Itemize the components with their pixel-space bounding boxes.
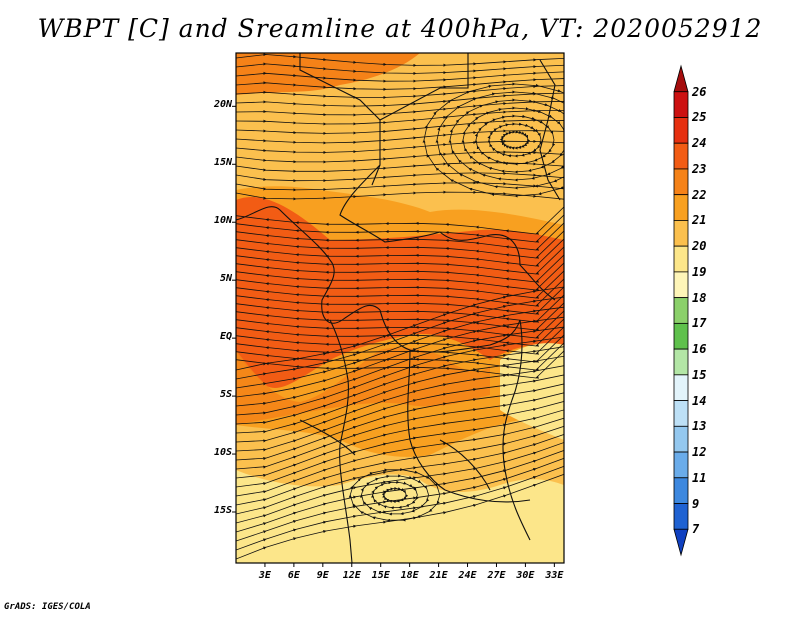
colorbar-segment [673,117,689,144]
credit-text: GrADS: IGES/COLA [4,602,91,612]
lon-label: 3E [258,570,271,581]
colorbar-label: 19 [692,264,707,279]
colorbar-label: 9 [692,496,700,511]
colorbar-label: 25 [692,110,707,125]
colorbar-label: 11 [692,470,707,485]
colorbar-segment [673,400,689,427]
map-plot-area [236,53,564,563]
colorbar-label: 17 [692,316,707,331]
colorbar-segment [673,220,689,247]
streamlines [236,53,564,560]
lat-label: 20N [213,99,232,111]
colorbar-segment [673,64,689,93]
lat-label: 5N [219,273,232,285]
colorbar [673,64,689,557]
colorbar-label: 26 [692,84,707,99]
colorbar-segment [673,91,689,118]
colorbar-label: 13 [692,419,707,434]
lat-label: 15N [213,157,232,169]
lat-label: 5S [219,389,232,401]
colorbar-label: 14 [692,393,707,408]
colorbar-label: 15 [692,367,707,382]
lon-label: 24E [458,570,477,581]
lon-label: 15E [371,570,390,581]
colorbar-segment [673,503,689,530]
lon-label: 9E [316,570,329,581]
colorbar-segment [673,245,689,273]
lon-label: 18E [400,570,419,581]
lon-label: 33E [545,570,564,581]
streamline [348,467,441,523]
colorbar-label: 23 [692,161,707,176]
colorbar-segment [673,477,689,504]
colorbar-label: 12 [692,445,707,460]
colorbar-segment [673,528,689,557]
map-title: WBPT [C] and Sreamline at 400hPa, VT: 20… [37,14,763,43]
colorbar-segment [673,322,689,350]
lon-label: 30E [516,570,535,581]
axis-ticks [232,105,555,567]
colorbar-segment [673,297,689,324]
colorbar-segment [673,425,689,453]
colorbar-label: 16 [692,342,707,357]
streamline [422,82,564,198]
colorbar-segment [673,451,689,479]
lat-label: 10N [213,215,232,227]
political-borders [236,53,561,563]
map-frame [235,52,565,564]
colorbar-segment [673,194,689,221]
colorbar-segment [673,168,689,196]
colorbar-segment [673,374,689,401]
lat-label: 15S [213,505,232,516]
colorbar-label: 18 [692,290,707,305]
colorbar-label: 21 [692,213,707,228]
colorbar-label: 24 [692,136,707,151]
lat-label: EQ [219,331,232,343]
colorbar-label: 22 [692,187,707,202]
colorbar-segment [673,348,689,376]
colorbar-segment [673,271,689,299]
lon-label: 12E [342,570,361,581]
lon-label: 27E [487,570,506,581]
colorbar-label: 7 [692,522,700,537]
lon-label: 6E [287,570,300,581]
lat-label: 10S [213,447,232,459]
colorbar-label: 20 [692,239,707,254]
colorbar-segment [673,142,689,170]
lon-label: 21E [429,570,448,581]
